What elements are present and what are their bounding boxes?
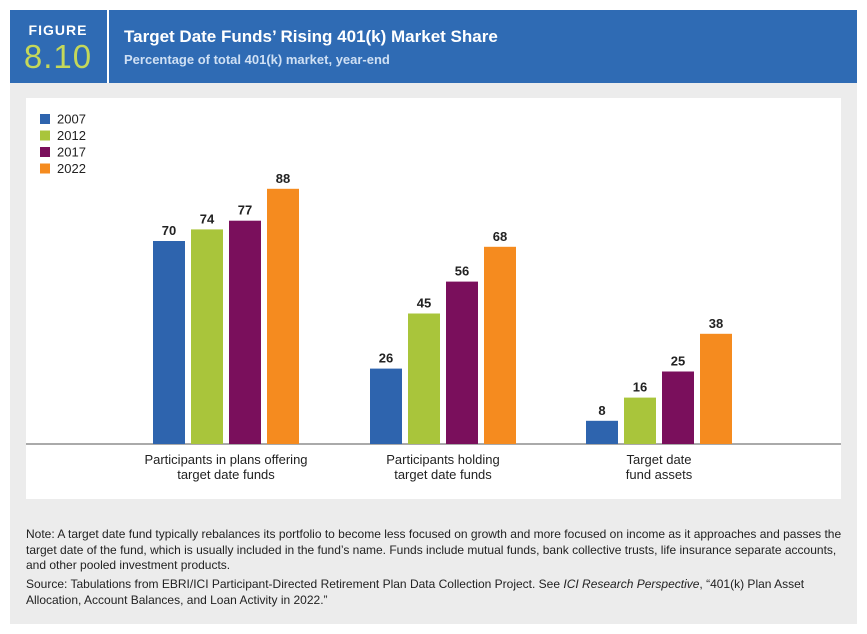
data-label: 38: [709, 316, 723, 331]
category-label: Participants in plans offering: [144, 452, 307, 467]
bar-2007-3: [586, 420, 618, 444]
bar-2022-1: [267, 188, 299, 444]
category-label: Target date: [626, 452, 691, 467]
bar-2017-1: [229, 220, 261, 444]
bar-2022-3: [700, 333, 732, 444]
footnote: Note: A target date fund typically rebal…: [26, 527, 842, 572]
legend-label-2007: 2007: [57, 112, 86, 127]
data-label: 16: [633, 380, 647, 395]
data-label: 88: [276, 171, 290, 186]
figure-container: FIGURE 8.10 Target Date Funds’ Rising 40…: [10, 10, 857, 624]
source-suffix: , “401(k) Plan Asset Allocation, Account…: [26, 577, 805, 607]
chart-panel: 70 26 8 74 45 16 77 56 25 88 68 38 Participants in p…: [26, 98, 841, 499]
figure-header: FIGURE 8.10 Target Date Funds’ Rising 40…: [10, 10, 857, 83]
figure-word: FIGURE: [28, 22, 88, 38]
category-label: target date funds: [394, 467, 492, 482]
legend-label-2022: 2022: [57, 161, 86, 176]
legend-swatch-2012: [40, 130, 50, 141]
legend-label-2012: 2012: [57, 128, 86, 143]
figure-number: 8.10: [23, 38, 93, 75]
legend-swatch-2007: [40, 114, 50, 124]
chart-subtitle: Percentage of total 401(k) market, year-…: [124, 52, 390, 67]
data-label: 8: [598, 403, 605, 418]
bar-2007-1: [153, 241, 185, 444]
bar-2017-2: [446, 281, 478, 444]
data-label: 70: [162, 223, 176, 238]
header-divider: [107, 10, 109, 83]
data-label: 45: [417, 296, 431, 311]
data-label: 56: [455, 264, 469, 279]
bar-2012-1: [191, 229, 223, 444]
data-label: 26: [379, 351, 393, 366]
bar-chart: 70 26 8 74 45 16 77 56 25 88 68 38 Participants in p…: [26, 112, 841, 482]
data-label: 74: [200, 211, 215, 226]
source-note: Source: Tabulations from EBRI/ICI Partic…: [26, 577, 846, 608]
bar-2012-2: [408, 313, 440, 444]
category-label: Participants holding: [386, 452, 499, 467]
bar-2007-2: [370, 368, 402, 444]
category-label: target date funds: [177, 467, 275, 482]
data-label: 77: [238, 203, 252, 218]
chart-title: Target Date Funds’ Rising 401(k) Market …: [124, 27, 498, 46]
bar-2022-2: [484, 246, 516, 444]
bar-2012-3: [624, 397, 656, 444]
category-label: fund assets: [626, 467, 693, 482]
legend-label-2017: 2017: [57, 145, 86, 160]
legend-swatch-2017: [40, 147, 50, 157]
legend-swatch-2022: [40, 163, 50, 174]
figure-badge: FIGURE 8.10: [10, 10, 106, 83]
source-prefix: Source: Tabulations from EBRI/ICI Partic…: [26, 577, 564, 591]
source-italic: ICI Research Perspective: [563, 577, 700, 591]
data-label: 68: [493, 229, 507, 244]
bar-2017-3: [662, 371, 694, 444]
data-label: 25: [671, 354, 685, 369]
